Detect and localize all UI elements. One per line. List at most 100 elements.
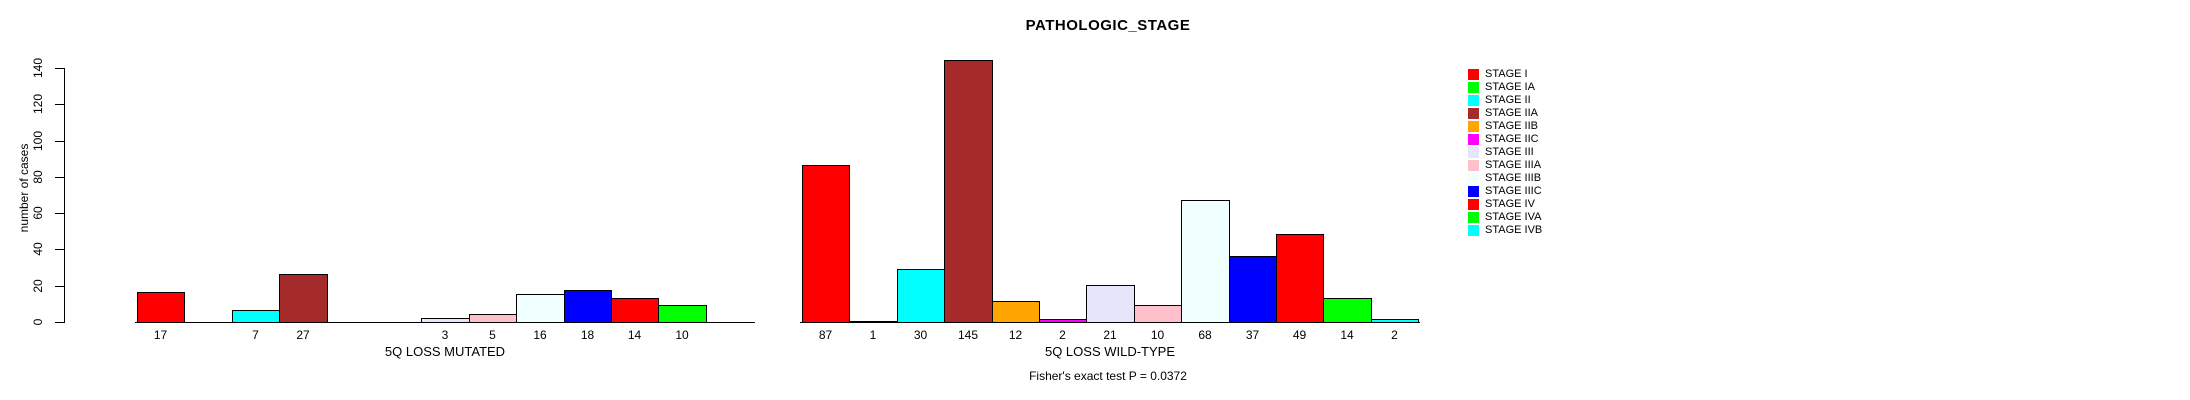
y-tick xyxy=(55,68,64,69)
bar-stage-iia xyxy=(944,60,993,323)
bar-stage-iiia xyxy=(469,314,517,323)
bar-value-label: 18 xyxy=(580,328,595,342)
bar-value-label: 16 xyxy=(533,328,547,342)
legend-swatch-stage-ivb xyxy=(1468,225,1479,236)
bar-stage-iv xyxy=(611,298,659,323)
bar-stage-ii xyxy=(232,310,280,323)
bar-stage-iva xyxy=(1323,298,1372,323)
bar-value-label: 12 xyxy=(1008,328,1023,342)
y-tick xyxy=(55,249,64,250)
bar-value-label: 68 xyxy=(1198,328,1212,342)
legend-label-stage-iic: STAGE IIC xyxy=(1485,133,1539,145)
bar-stage-iii xyxy=(1086,285,1135,323)
bar-value-label: 145 xyxy=(957,328,979,342)
y-tick xyxy=(55,213,64,214)
bar-value-label: 17 xyxy=(153,328,168,342)
y-tick xyxy=(55,286,64,287)
bar-stage-iiia xyxy=(1134,305,1182,323)
legend-label-stage-iib: STAGE IIB xyxy=(1485,120,1538,132)
y-tick xyxy=(55,104,64,105)
bar-value-label: 30 xyxy=(913,328,928,342)
bar-stage-ivb xyxy=(1371,319,1419,323)
bar-stage-ia xyxy=(849,321,898,323)
y-tick xyxy=(55,322,64,323)
bar-value-label: 87 xyxy=(818,328,833,342)
legend-item-stage-iia: STAGE IIA xyxy=(1468,107,1538,120)
legend-swatch-stage-ii xyxy=(1468,95,1479,106)
legend-label-stage-ivb: STAGE IVB xyxy=(1485,224,1543,236)
legend-label-stage-iva: STAGE IVA xyxy=(1485,211,1542,223)
legend-item-stage-iic: STAGE IIC xyxy=(1468,133,1539,146)
bar-value-label: 2 xyxy=(1059,328,1066,342)
bar-stage-i xyxy=(137,292,185,323)
legend-label-stage-iiia: STAGE IIIA xyxy=(1485,159,1542,171)
legend-swatch-stage-iva xyxy=(1468,212,1479,223)
y-tick-label: 140 xyxy=(31,57,45,79)
legend-swatch-stage-i xyxy=(1468,69,1479,80)
legend-swatch-stage-iv xyxy=(1468,199,1479,210)
bar-value-label: 7 xyxy=(252,328,259,342)
legend-label-stage-iia: STAGE IIA xyxy=(1485,107,1538,119)
bar-stage-iva xyxy=(658,305,707,323)
y-tick-label: 120 xyxy=(31,93,45,115)
fishers-test-annotation: Fisher's exact test P = 0.0372 xyxy=(1029,369,1187,383)
bar-stage-iii xyxy=(421,318,470,323)
legend-item-stage-iii: STAGE III xyxy=(1468,146,1534,159)
y-tick-label: 60 xyxy=(31,206,45,220)
legend-label-stage-iiic: STAGE IIIC xyxy=(1485,185,1542,197)
bar-value-label: 2 xyxy=(1391,328,1398,342)
legend-item-stage-ii: STAGE II xyxy=(1468,94,1531,107)
x-axis-label-wild-type: 5Q LOSS WILD-TYPE xyxy=(1044,344,1176,359)
y-tick-label: 100 xyxy=(31,130,45,152)
bar-stage-iic xyxy=(1039,319,1087,323)
y-tick xyxy=(55,141,64,142)
legend-item-stage-iva: STAGE IVA xyxy=(1468,211,1541,224)
legend-item-stage-iv: STAGE IV xyxy=(1468,198,1535,211)
bar-value-label: 21 xyxy=(1103,328,1117,342)
legend-swatch-stage-ia xyxy=(1468,82,1479,93)
chart-title: PATHOLOGIC_STAGE xyxy=(1025,17,1191,34)
bar-value-label: 1 xyxy=(869,328,877,342)
legend-swatch-stage-iiib xyxy=(1468,173,1479,184)
legend-item-stage-ia: STAGE IA xyxy=(1468,81,1535,94)
bar-value-label: 5 xyxy=(489,328,496,342)
bar-value-label: 14 xyxy=(1340,328,1354,342)
y-tick-label: 20 xyxy=(31,279,45,293)
legend-swatch-stage-iib xyxy=(1468,121,1479,132)
bar-stage-iiic xyxy=(1229,256,1277,323)
legend-swatch-stage-iic xyxy=(1468,134,1479,145)
legend-item-stage-iiib: STAGE IIIB xyxy=(1468,172,1541,185)
legend-label-stage-i: STAGE I xyxy=(1485,68,1528,80)
x-axis-label-mutated: 5Q LOSS MUTATED xyxy=(384,344,506,359)
legend-label-stage-iii: STAGE III xyxy=(1485,146,1534,158)
bar-stage-iiib xyxy=(516,294,565,323)
bar-stage-iib xyxy=(992,301,1040,323)
legend-swatch-stage-iii xyxy=(1468,147,1479,158)
bar-value-label: 14 xyxy=(627,328,642,342)
y-axis-line xyxy=(64,68,65,323)
y-tick-label: 0 xyxy=(31,318,45,326)
bar-value-label: 10 xyxy=(675,328,689,342)
legend-label-stage-iv: STAGE IV xyxy=(1485,198,1535,210)
bar-value-label: 10 xyxy=(1150,328,1165,342)
y-tick xyxy=(55,177,64,178)
bar-value-label: 3 xyxy=(441,328,449,342)
bar-stage-iia xyxy=(279,274,328,323)
legend-swatch-stage-iiic xyxy=(1468,186,1479,197)
legend-item-stage-iiic: STAGE IIIC xyxy=(1468,185,1542,198)
legend-swatch-stage-iia xyxy=(1468,108,1479,119)
bar-value-label: 37 xyxy=(1245,328,1260,342)
legend-label-stage-ii: STAGE II xyxy=(1485,94,1531,106)
bar-stage-iiib xyxy=(1181,200,1230,323)
legend-item-stage-iiia: STAGE IIIA xyxy=(1468,159,1541,172)
y-tick-label: 40 xyxy=(31,242,45,256)
legend-item-stage-i: STAGE I xyxy=(1468,68,1528,81)
bar-stage-iiic xyxy=(564,290,612,323)
legend-swatch-stage-iiia xyxy=(1468,160,1479,171)
legend-item-stage-iib: STAGE IIB xyxy=(1468,120,1538,133)
bar-stage-ii xyxy=(897,269,945,323)
legend-item-stage-ivb: STAGE IVB xyxy=(1468,224,1542,237)
bar-stage-i xyxy=(802,165,850,323)
